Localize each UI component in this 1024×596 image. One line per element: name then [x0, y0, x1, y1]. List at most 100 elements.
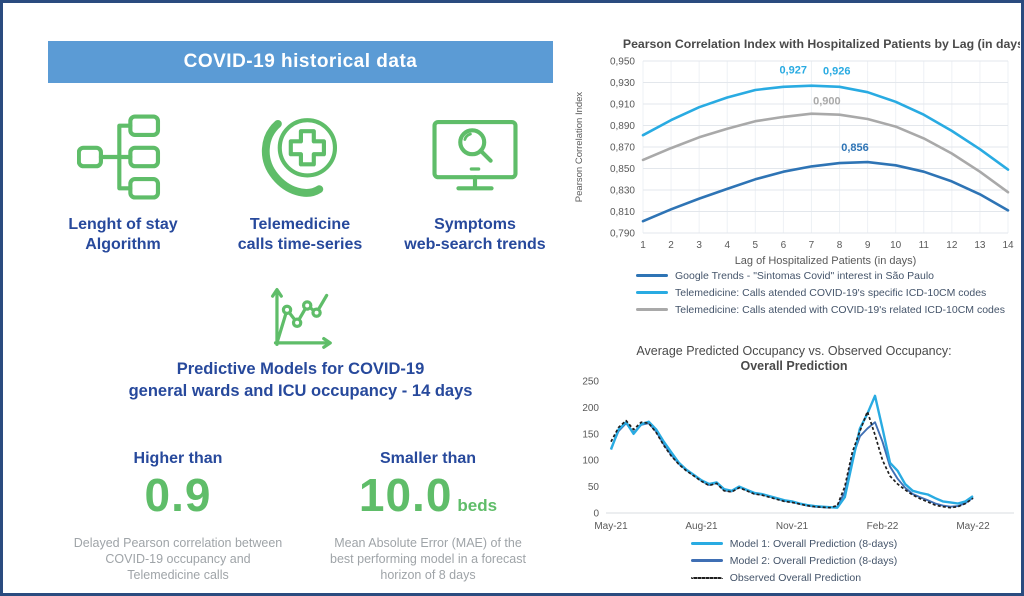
- item-label-line: web-search trends: [404, 236, 546, 253]
- legend-swatch: [636, 291, 668, 294]
- stat-value: 10.0: [358, 469, 453, 521]
- svg-text:250: 250: [582, 377, 599, 388]
- stat-smaller-than: Smaller than 10.0 beds Mean Absolute Erro…: [303, 450, 553, 583]
- item-label-length-of-stay: Lenght of stay Algorithm: [28, 215, 218, 255]
- svg-text:May-22: May-22: [956, 521, 990, 532]
- legend-swatch: [690, 542, 723, 545]
- legend-label: Observed Overall Prediction: [729, 571, 862, 584]
- svg-text:Pearson Correlation Index with: Pearson Correlation Index with Hospitali…: [623, 37, 1020, 51]
- legend-item-telemedicine-related: Telemedicine: Calls atended with COVID-1…: [636, 303, 1005, 316]
- line-chart-icon: [257, 281, 343, 353]
- svg-text:7: 7: [809, 240, 815, 251]
- predictive-models-caption: Predictive Models for COVID-19 general w…: [48, 358, 553, 402]
- svg-text:Pearson Correlation Index: Pearson Correlation Index: [574, 92, 585, 203]
- legend-item-google-trends: Google Trends - "Sintomas Covid" interes…: [636, 269, 1005, 282]
- svg-text:150: 150: [582, 429, 599, 440]
- right-panel: 0,790 0,810 0,830 0,850 0,870 0,890 0,910 0,930…: [568, 3, 1020, 593]
- svg-text:Aug-21: Aug-21: [685, 521, 718, 532]
- occupancy-chart-legend: Model 1: Overall Prediction (8-days) Mod…: [690, 537, 898, 584]
- svg-text:12: 12: [946, 240, 958, 251]
- svg-text:3: 3: [696, 240, 702, 251]
- telemedicine-phone-icon: [254, 111, 346, 203]
- svg-text:5: 5: [753, 240, 759, 251]
- stat-desc-line: Mean Absolute Error (MAE) of the: [334, 536, 522, 550]
- svg-text:0,856: 0,856: [841, 142, 869, 154]
- svg-text:0,810: 0,810: [610, 207, 635, 218]
- legend-swatch: [690, 576, 723, 579]
- item-label-line: Telemedicine: [249, 216, 351, 233]
- legend-item-observed: Observed Overall Prediction: [690, 571, 897, 584]
- svg-text:0,790: 0,790: [610, 229, 635, 240]
- stat-value: 0.9: [144, 469, 212, 521]
- legend-item-model-2: Model 2: Overall Prediction (8-days): [690, 554, 898, 567]
- stat-description: Delayed Pearson correlation between COVI…: [58, 535, 298, 583]
- svg-text:50: 50: [588, 482, 600, 493]
- monitor-search-icon: [429, 111, 521, 203]
- left-panel: COVID-19 historical data: [3, 3, 563, 593]
- svg-text:0,850: 0,850: [610, 164, 635, 175]
- legend-label: Telemedicine: Calls atended COVID-19's s…: [675, 286, 987, 299]
- legend-swatch: [636, 274, 668, 277]
- svg-text:0,950: 0,950: [610, 57, 635, 68]
- svg-text:100: 100: [582, 456, 599, 467]
- item-label-line: Algorithm: [85, 236, 161, 253]
- stat-desc-line: COVID-19 occupancy and: [105, 552, 251, 566]
- item-label-symptoms: Symptoms web-search trends: [380, 215, 570, 255]
- svg-text:0,930: 0,930: [610, 78, 635, 89]
- svg-text:6: 6: [781, 240, 787, 251]
- svg-text:0,870: 0,870: [610, 143, 635, 154]
- stat-desc-line: Telemedicine calls: [127, 568, 229, 582]
- svg-text:200: 200: [582, 403, 599, 414]
- svg-text:4: 4: [724, 240, 730, 251]
- hierarchy-icon: [76, 111, 169, 203]
- stat-higher-than: Higher than 0.9 Delayed Pearson correlat…: [58, 450, 298, 583]
- predictive-caption-line: general wards and ICU occupancy - 14 day…: [128, 382, 473, 400]
- svg-text:0,900: 0,900: [813, 96, 841, 108]
- svg-text:0,890: 0,890: [610, 121, 635, 132]
- item-label-telemedicine: Telemedicine calls time-series: [205, 215, 395, 255]
- legend-label: Telemedicine: Calls atended with COVID-1…: [675, 303, 1005, 316]
- svg-text:May-21: May-21: [594, 521, 628, 532]
- item-label-line: Symptoms: [434, 216, 516, 233]
- legend-swatch: [636, 308, 668, 311]
- legend-label: Model 1: Overall Prediction (8-days): [729, 537, 898, 550]
- legend-label: Model 2: Overall Prediction (8-days): [729, 554, 898, 567]
- page-title: COVID-19 historical data: [183, 51, 418, 72]
- svg-text:2: 2: [668, 240, 674, 251]
- stat-desc-line: Delayed Pearson correlation between: [73, 536, 283, 550]
- occupancy-chart: 0 50 100 150 200 250 May-21 Aug-21 Nov-21 Feb-22 M…: [582, 377, 1014, 532]
- svg-text:0: 0: [593, 509, 599, 520]
- stat-description: Mean Absolute Error (MAE) of the best pe…: [303, 535, 553, 583]
- svg-text:8: 8: [837, 240, 843, 251]
- svg-text:1: 1: [640, 240, 646, 251]
- stat-heading: Smaller than: [379, 450, 477, 467]
- svg-text:11: 11: [919, 240, 930, 251]
- svg-text:Nov-21: Nov-21: [776, 521, 809, 532]
- svg-text:Lag of Hospitalized Patients (: Lag of Hospitalized Patients (in days): [735, 255, 917, 267]
- legend-swatch: [690, 559, 723, 562]
- correlation-chart: 0,790 0,810 0,830 0,850 0,870 0,890 0,910 0,930…: [574, 37, 1020, 267]
- svg-text:9: 9: [865, 240, 871, 251]
- legend-item-model-1: Model 1: Overall Prediction (8-days): [690, 537, 898, 550]
- svg-text:0,927: 0,927: [779, 64, 807, 76]
- header-bar: COVID-19 historical data: [48, 41, 553, 83]
- svg-text:10: 10: [890, 240, 902, 251]
- item-label-line: calls time-series: [237, 236, 363, 253]
- svg-text:0,926: 0,926: [823, 65, 851, 77]
- svg-text:Feb-22: Feb-22: [867, 521, 899, 532]
- stat-value-row: 10.0 beds: [303, 470, 553, 532]
- predictive-caption-line: Predictive Models for COVID-19: [176, 360, 425, 378]
- svg-text:13: 13: [974, 240, 986, 251]
- correlation-chart-legend: Google Trends - "Sintomas Covid" interes…: [636, 269, 1005, 316]
- occupancy-chart-title-line2: Overall Prediction: [740, 359, 848, 373]
- stat-desc-line: horizon of 8 days: [380, 568, 476, 582]
- stat-unit: beds: [457, 496, 498, 515]
- stat-value-row: 0.9: [58, 470, 298, 532]
- stat-heading: Higher than: [133, 450, 223, 467]
- svg-text:0,830: 0,830: [610, 186, 635, 197]
- svg-text:14: 14: [1002, 240, 1014, 251]
- occupancy-chart-title: Average Predicted Occupancy vs. Observed…: [568, 344, 1020, 374]
- svg-text:0,910: 0,910: [610, 100, 635, 111]
- legend-item-telemedicine-specific: Telemedicine: Calls atended COVID-19's s…: [636, 286, 1005, 299]
